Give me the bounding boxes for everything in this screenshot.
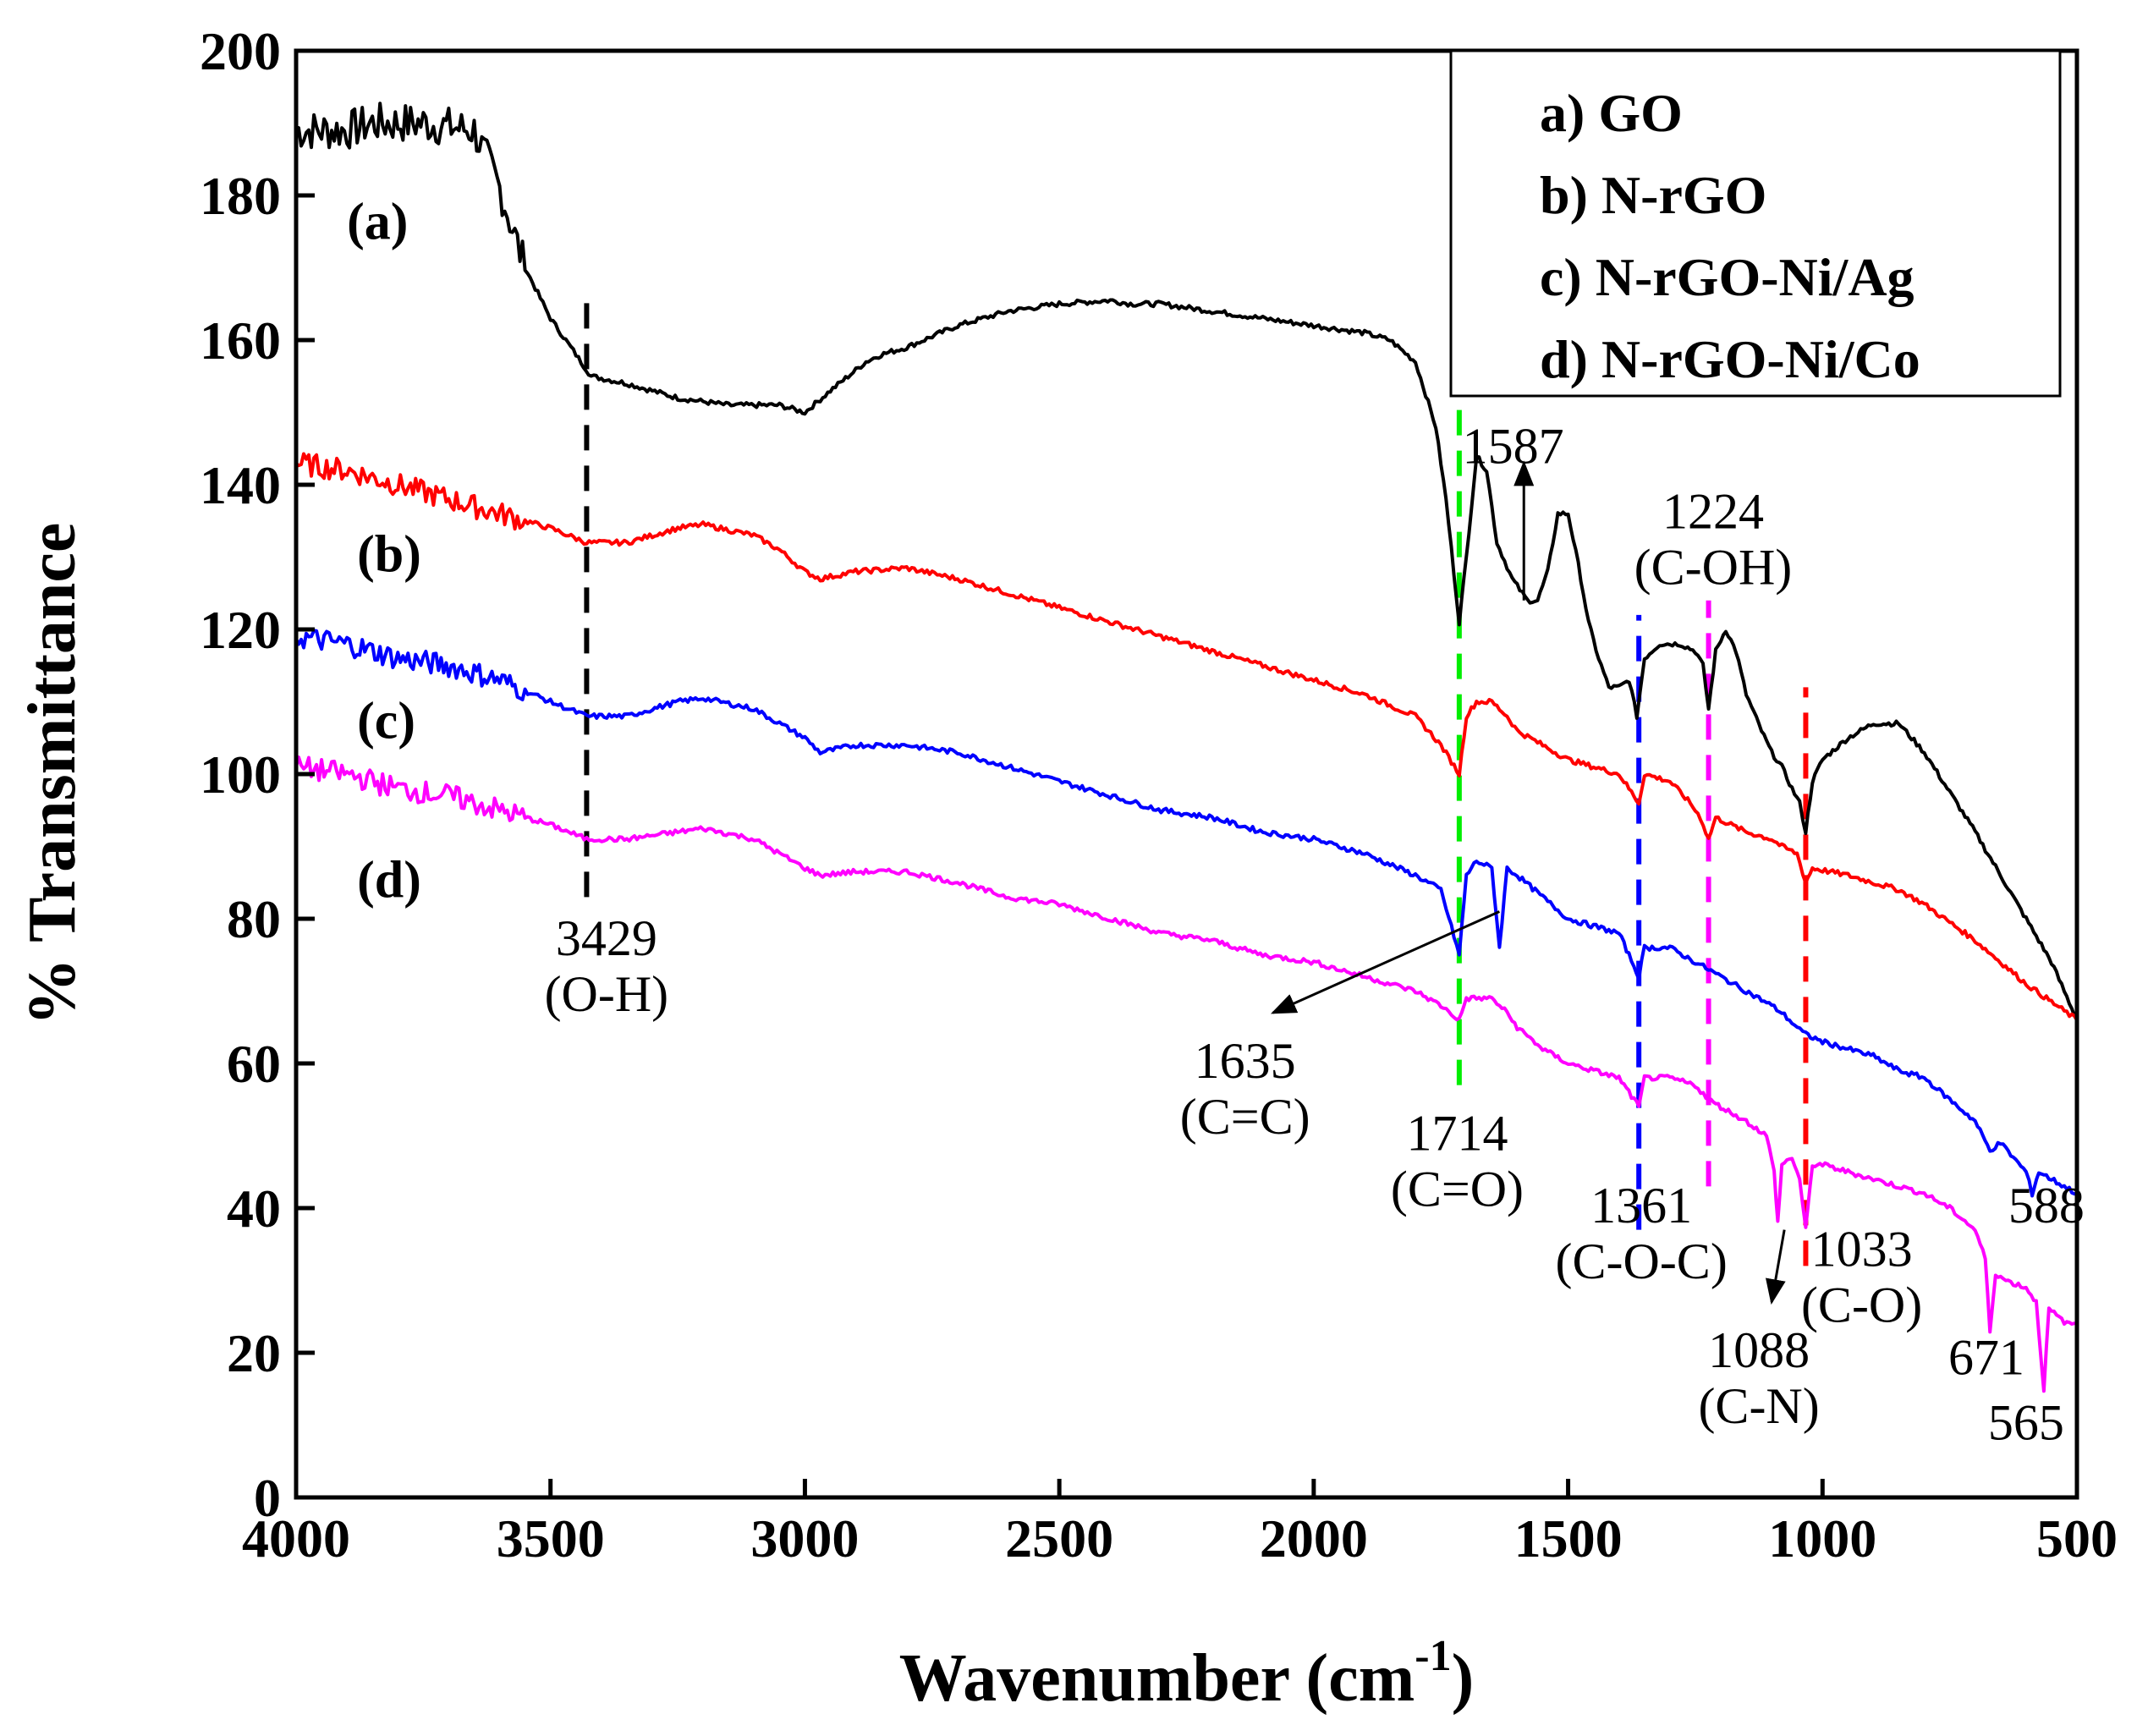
peak-annotation-1361: 1361 <box>1590 1178 1692 1233</box>
x-tick-label: 3000 <box>750 1508 859 1568</box>
legend-box <box>1449 49 2062 398</box>
x-tick-label: 500 <box>2036 1508 2118 1568</box>
y-tick-label: 0 <box>254 1468 281 1528</box>
y-tick-label: 200 <box>200 21 281 81</box>
series-line-c <box>294 629 2078 1198</box>
peak-annotations: 3429(O-H) 1587 1224(C-OH) 1635(C=C) 1714(C=O… <box>545 418 2085 1450</box>
peak-annotation-1587: 1587 <box>1463 418 1564 474</box>
series-line-a <box>294 102 2079 1021</box>
curve-label-c: (c) <box>357 692 415 750</box>
y-tick-label: 20 <box>227 1323 281 1383</box>
x-axis-title-text: Wavenumber (cm <box>899 1641 1415 1716</box>
peak-annotation-588: 588 <box>2008 1178 2085 1233</box>
x-tick-label: 2000 <box>1260 1508 1368 1568</box>
y-tick-label: 80 <box>227 889 281 949</box>
curve-label-a: (a) <box>347 193 408 250</box>
x-axis-title-superscript: -1 <box>1415 1632 1451 1680</box>
peak-annotation-3429: 3429 <box>556 910 657 966</box>
legend: a) GO b) N-rGO c) N-rGO-Ni/Ag d) N-rGO-Ni/C… <box>1449 49 2062 398</box>
y-tick-label: 140 <box>200 455 281 515</box>
legend-entry: a) GO <box>1540 83 1683 143</box>
y-tick-label: 160 <box>200 310 281 371</box>
peak-arrows <box>1271 460 1786 1305</box>
peak-annotation-1033: 1033 <box>1811 1221 1913 1277</box>
peak-annotation-1714: 1714 <box>1406 1106 1508 1162</box>
peak-annotation-1714-group: (C=O) <box>1391 1162 1524 1217</box>
peak-annotation-1033-group: (C-O) <box>1801 1277 1922 1332</box>
legend-entry: b) N-rGO <box>1540 165 1766 225</box>
x-tick-label: 2500 <box>1005 1508 1113 1568</box>
y-axis-ticks: 0 20 40 60 80 100 120 140 160 180 200 <box>200 21 315 1528</box>
peak-annotation-1635: 1635 <box>1195 1033 1296 1089</box>
peak-annotation-1088-group: (C-N) <box>1698 1378 1819 1434</box>
peak-annotation-1088: 1088 <box>1708 1322 1810 1378</box>
y-tick-label: 40 <box>227 1178 281 1239</box>
y-tick-label: 100 <box>200 744 281 805</box>
x-axis-title: Wavenumber (cm-1) <box>899 1632 1475 1716</box>
peak-annotation-1361-group: (C-O-C) <box>1556 1233 1728 1289</box>
peak-annotation-1224-group: (C-OH) <box>1634 539 1793 595</box>
x-tick-label: 4000 <box>242 1508 350 1568</box>
curve-label-d: (d) <box>357 851 421 909</box>
peak-annotation-1224: 1224 <box>1662 483 1764 539</box>
y-tick-label: 180 <box>200 166 281 226</box>
series-group <box>294 102 2079 1393</box>
legend-entry: c) N-rGO-Ni/Ag <box>1540 247 1915 307</box>
y-axis-title: % Transmittance <box>15 523 90 1026</box>
arrow-1635 <box>1271 910 1500 1014</box>
peak-annotation-671: 671 <box>1948 1330 2024 1386</box>
x-tick-label: 1500 <box>1514 1508 1623 1568</box>
x-axis-ticks: 4000 3500 3000 2500 2000 1500 1000 500 <box>242 1479 2118 1568</box>
y-tick-label: 60 <box>227 1034 281 1094</box>
curve-label-b: (b) <box>357 526 421 584</box>
series-line-d <box>294 755 2078 1393</box>
curve-labels: (a) (b) (c) (d) <box>347 193 421 909</box>
x-tick-label: 3500 <box>497 1508 605 1568</box>
x-tick-label: 1000 <box>1768 1508 1876 1568</box>
y-tick-label: 120 <box>200 600 281 660</box>
peak-annotation-565: 565 <box>1988 1395 2064 1451</box>
arrow-1088 <box>1766 1229 1786 1305</box>
peak-annotation-3429-group: (O-H) <box>545 966 669 1022</box>
legend-entry: d) N-rGO-Ni/Co <box>1540 329 1920 389</box>
series-line-b <box>294 452 2079 1021</box>
x-axis-title-close: ) <box>1452 1641 1475 1716</box>
peak-annotation-1635-group: (C=C) <box>1180 1089 1310 1145</box>
